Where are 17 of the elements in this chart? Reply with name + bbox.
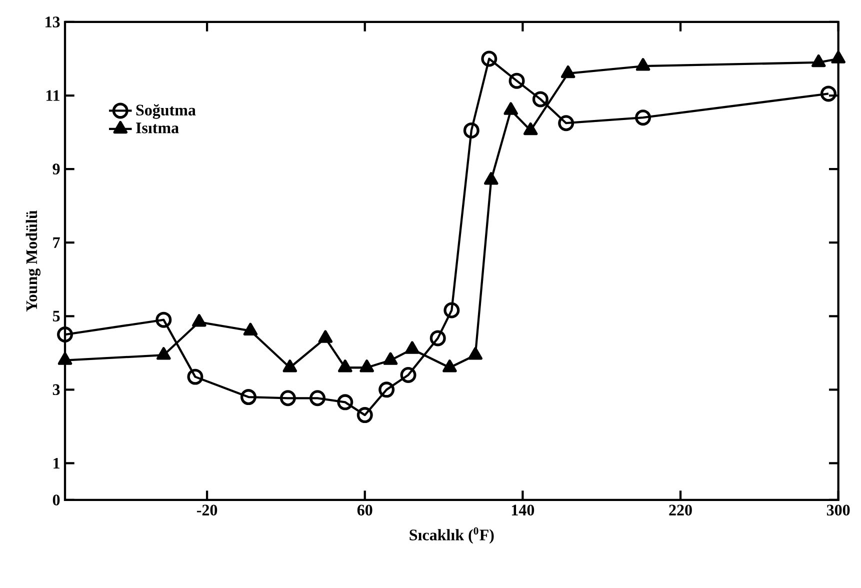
y-tick-label: 11 — [46, 90, 60, 101]
y-tick-label: 1 — [54, 458, 60, 468]
y-tick-label: 0 — [52, 494, 60, 506]
x-tick-label: 60 — [357, 504, 372, 516]
y-tick-label: 13 — [46, 16, 60, 28]
y-tick-label: 9 — [52, 164, 60, 174]
x-tick-label: -20 — [196, 504, 218, 516]
x-tick-label: 220 — [669, 504, 692, 516]
y-tick-label: 7 — [53, 237, 60, 248]
y-tick-label: 5 — [52, 310, 60, 322]
x-tick-label: 140 — [512, 504, 534, 516]
y-tick-label: 3 — [52, 384, 60, 396]
x-tick-label: 300 — [826, 504, 850, 516]
legend-label: Soğutma — [136, 104, 196, 119]
x-axis-title: Sıcaklık ($^{0}$F) — [410, 527, 494, 544]
y-axis-title: Young Modülü — [26, 210, 40, 312]
legend-label: Isıtma — [136, 122, 179, 134]
